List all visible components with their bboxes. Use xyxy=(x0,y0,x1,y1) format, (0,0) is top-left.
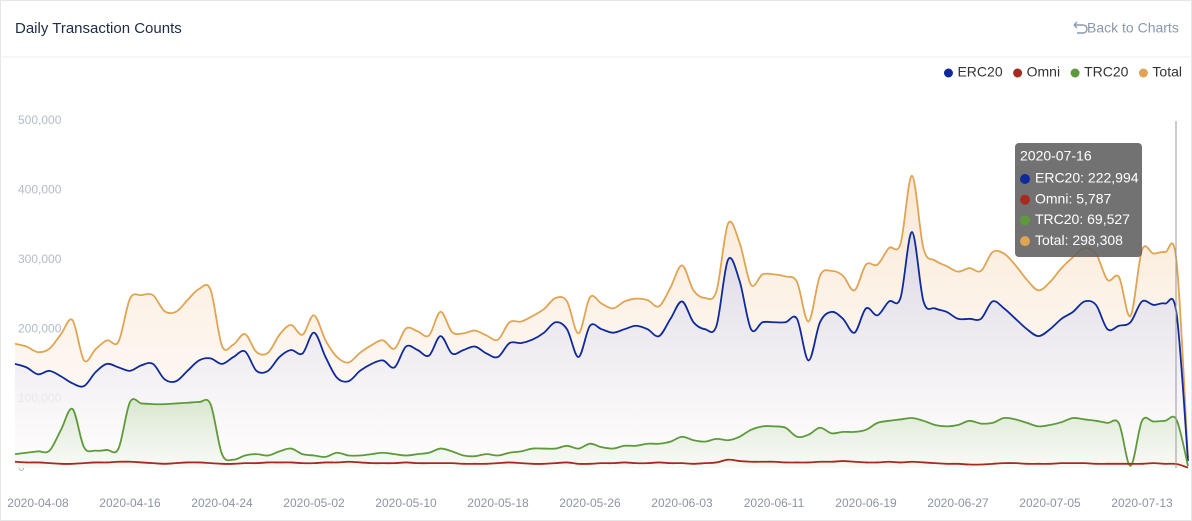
back-link[interactable]: Back to Charts xyxy=(1073,20,1179,36)
legend-swatch xyxy=(1070,68,1080,78)
plot: 0100,000200,000300,000400,000500,0002020… xyxy=(7,64,1189,510)
x-tick-label: 2020-04-24 xyxy=(191,496,253,510)
area xyxy=(15,398,1188,468)
y-tick-label: 500,000 xyxy=(18,113,62,127)
legend-label: ERC20 xyxy=(957,64,1002,80)
x-tick-label: 2020-06-19 xyxy=(835,496,897,510)
x-tick-label: 2020-06-11 xyxy=(744,496,805,510)
x-tick-label: 2020-05-18 xyxy=(467,496,529,510)
legend-swatch xyxy=(1013,68,1023,78)
line xyxy=(14,174,1189,459)
tooltip-swatch xyxy=(1020,174,1030,184)
x-tick-label: 2020-07-13 xyxy=(1111,496,1173,510)
line xyxy=(14,458,1189,469)
tooltip-line: Omni: 5,787 xyxy=(1035,190,1111,206)
x-tick-label: 2020-07-05 xyxy=(1019,496,1081,510)
tooltip-box xyxy=(1015,143,1142,257)
line xyxy=(14,231,1189,462)
x-tick-label: 2020-06-03 xyxy=(651,496,713,510)
back-link-text[interactable]: Back to Charts xyxy=(1087,20,1179,36)
line xyxy=(14,398,1189,467)
legend-swatch xyxy=(1138,68,1148,78)
x-tick-label: 2020-05-26 xyxy=(559,496,621,510)
area xyxy=(15,232,1188,468)
back-icon xyxy=(1073,21,1088,34)
tooltip-line: TRC20: 69,527 xyxy=(1035,211,1130,227)
tooltip-line: ERC20: 222,994 xyxy=(1035,170,1139,186)
tooltip-swatch xyxy=(1020,236,1030,247)
x-tick-label: 2020-04-16 xyxy=(99,496,161,510)
x-tick-label: 2020-04-08 xyxy=(7,496,69,510)
tooltip-line: Total: 298,308 xyxy=(1035,232,1123,248)
legend-label: Omni xyxy=(1027,64,1060,80)
tooltip-swatch xyxy=(1020,215,1030,226)
x-tick-label: 2020-05-02 xyxy=(283,496,345,510)
tooltip-title: 2020-07-16 xyxy=(1020,148,1092,164)
legend-label: TRC20 xyxy=(1084,64,1129,80)
chart-title: Daily Transaction Counts xyxy=(15,20,182,37)
legend-swatch xyxy=(943,68,953,78)
y-tick-label: 400,000 xyxy=(18,183,62,197)
x-tick-label: 2020-05-10 xyxy=(375,496,437,510)
y-tick-label: 300,000 xyxy=(18,252,62,266)
y-tick-label: 200,000 xyxy=(18,321,62,335)
x-tick-label: 2020-06-27 xyxy=(927,496,989,510)
legend-label: Total xyxy=(1152,64,1182,80)
tooltip-swatch xyxy=(1020,194,1030,205)
